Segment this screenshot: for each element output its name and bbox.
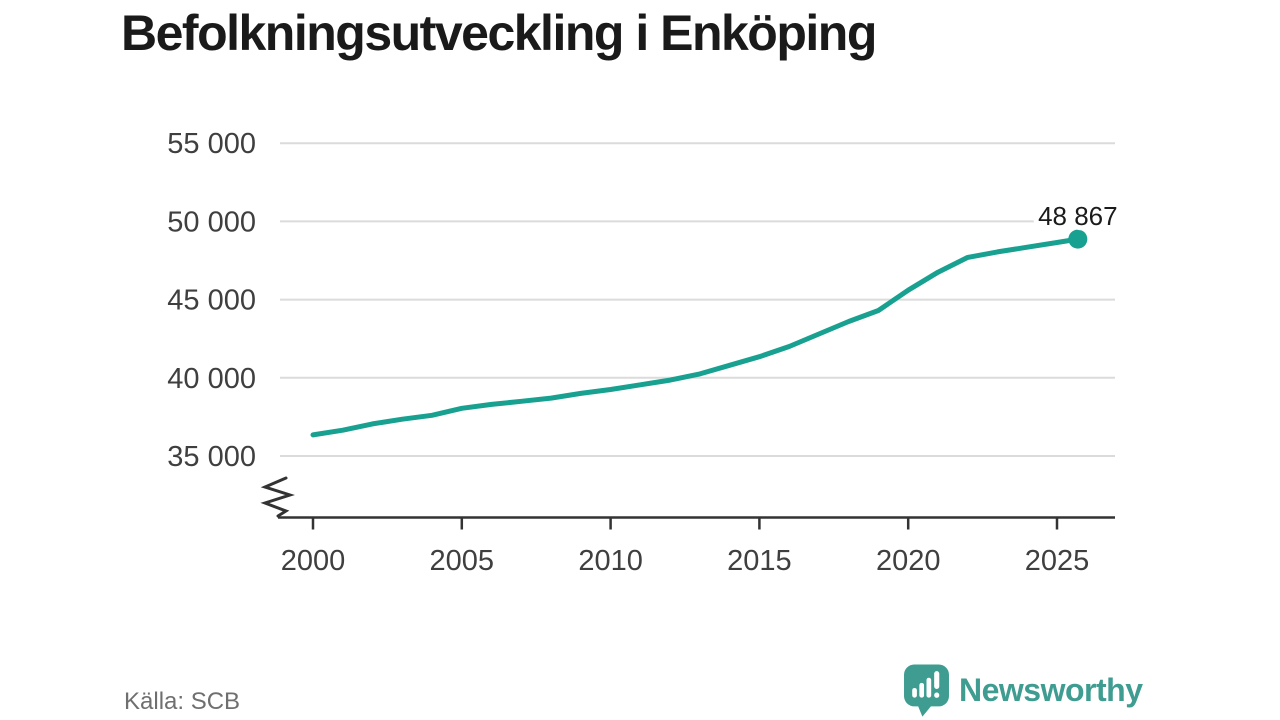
x-axis-tick-label: 2005 xyxy=(430,545,495,577)
series-end-dot xyxy=(1068,229,1088,249)
source-caption: Källa: SCB xyxy=(124,688,241,715)
y-axis-tick-label: 55 000 xyxy=(167,128,256,160)
y-axis-tick-label: 35 000 xyxy=(167,441,256,473)
x-axis-tick-label: 2010 xyxy=(578,545,643,577)
axis-break-icon xyxy=(260,476,295,518)
newsworthy-wordmark: Newsworthy xyxy=(959,671,1143,708)
x-axis-tick-label: 2000 xyxy=(281,545,346,577)
x-axis-tick-label: 2025 xyxy=(1025,545,1090,577)
y-axis-tick-label: 50 000 xyxy=(167,206,256,238)
series-end-value-label: 48 867 xyxy=(1038,201,1118,231)
y-axis-tick-label: 40 000 xyxy=(167,363,256,395)
y-axis-tick-label: 45 000 xyxy=(167,285,256,317)
x-axis-tick-label: 2020 xyxy=(876,545,941,577)
population-line xyxy=(310,236,1081,438)
newsworthy-bubble-chart-icon xyxy=(904,664,949,717)
x-axis-tick-label: 2015 xyxy=(727,545,792,577)
page-title: Befolkningsutveckling i Enköping xyxy=(121,5,877,61)
newsworthy-logo[interactable]: Newsworthy xyxy=(903,662,1143,718)
